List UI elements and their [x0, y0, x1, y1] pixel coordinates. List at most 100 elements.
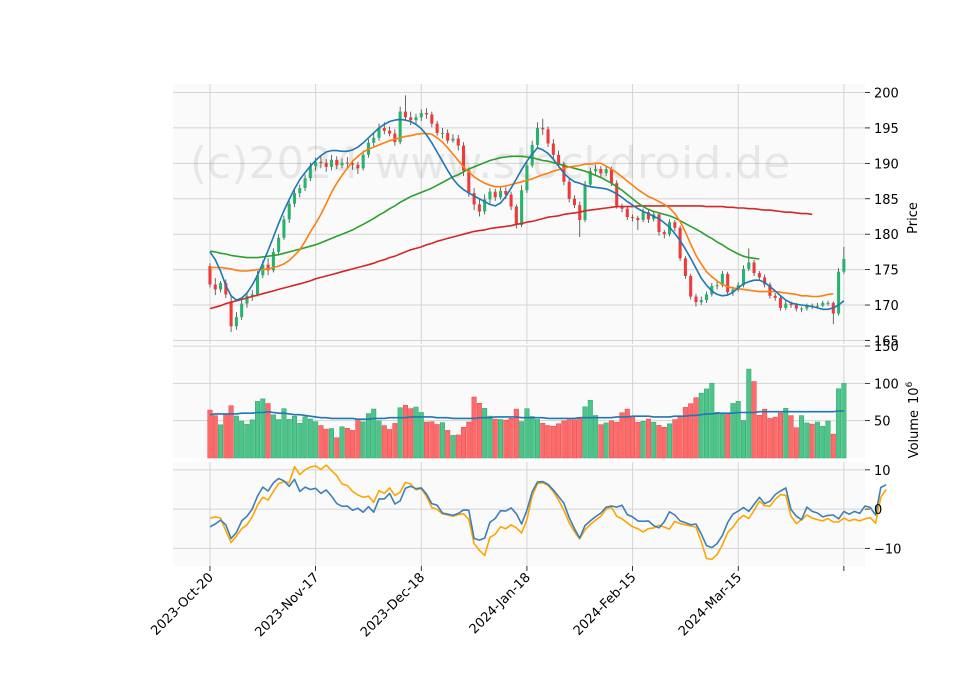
- volume-moving-average: [209, 410, 844, 421]
- candle-down: [673, 222, 677, 228]
- volume-bar-down: [645, 418, 651, 459]
- candle-up: [282, 219, 286, 238]
- candle-down: [773, 295, 777, 298]
- candle-down: [636, 217, 640, 221]
- candle-up: [483, 199, 487, 212]
- volume-bar-down: [424, 421, 430, 459]
- oscillator-blue-line: [209, 477, 887, 549]
- candle-down: [229, 301, 233, 327]
- candle-down: [493, 191, 497, 198]
- price-tick-label: 180: [874, 228, 899, 243]
- candle-up: [277, 237, 281, 252]
- volume-bar-up: [825, 420, 831, 459]
- candle-down: [683, 258, 687, 276]
- volume-bar-down: [387, 429, 393, 459]
- volume-bar-down: [672, 419, 678, 459]
- volume-bar-down: [455, 434, 461, 459]
- candle-down: [266, 264, 270, 271]
- volume-bar-up: [376, 420, 382, 459]
- ma-orange-line: [210, 132, 834, 298]
- volume-bar-up: [730, 403, 736, 459]
- candle-up: [715, 285, 719, 287]
- volume-bar-up: [814, 421, 820, 459]
- candle-up: [398, 111, 402, 143]
- watermark: (c)2024 www.stockdroid.de: [190, 138, 790, 189]
- oscillator-tick-label: −10: [874, 542, 901, 557]
- volume-bar-up: [783, 408, 789, 459]
- candle-down: [356, 164, 360, 169]
- volume-bar-up: [603, 422, 609, 459]
- volume-bar-up: [371, 408, 377, 459]
- volume-bar-down: [751, 381, 757, 459]
- candle-up: [747, 262, 751, 269]
- volume-bar-up: [255, 401, 261, 459]
- candle-up: [219, 283, 223, 290]
- volume-bar-up: [841, 383, 847, 459]
- volume-bar-down: [265, 403, 271, 459]
- volume-bar-down: [207, 409, 213, 459]
- candle-down: [557, 154, 561, 165]
- candle-down: [768, 284, 772, 296]
- volume-bar-up: [593, 415, 599, 459]
- volume-bar-up: [397, 407, 403, 459]
- price-tick-label: 200: [874, 87, 899, 102]
- volume-bar-down: [756, 415, 762, 459]
- price-axis: 165 170 175 180 185 190 195 200: [865, 87, 899, 349]
- volume-bar-down: [725, 414, 731, 459]
- volume-bar-up: [328, 428, 334, 459]
- candle-up: [815, 305, 819, 307]
- date-tick-label: 2023-Nov-17: [252, 570, 322, 640]
- volume-bar-up: [746, 368, 752, 459]
- candle-down: [324, 162, 328, 167]
- volume-bar-up: [297, 422, 303, 459]
- candle-up: [414, 117, 418, 121]
- volume-bar-down: [577, 417, 583, 459]
- candle-up: [419, 113, 423, 118]
- volume-bar-up: [292, 415, 297, 459]
- date-tick-label: 2023-Oct-20: [148, 570, 216, 638]
- volume-bar-down: [772, 416, 778, 459]
- volume-bar-up: [439, 422, 445, 459]
- price-tick-label: 170: [874, 299, 899, 314]
- candle-down: [504, 190, 508, 195]
- volume-bar-up: [270, 414, 276, 459]
- date-tick-label: 2024-Feb-15: [571, 570, 640, 639]
- volume-ma-line: [209, 410, 844, 421]
- candle-up: [488, 191, 492, 200]
- volume-bar-down: [503, 419, 509, 459]
- volume-bar-up: [667, 423, 673, 459]
- candle-down: [403, 111, 407, 118]
- candle-down: [609, 169, 613, 184]
- candle-up: [520, 190, 524, 225]
- candle-up: [641, 212, 645, 221]
- volume-bar-up: [286, 419, 292, 459]
- candle-up: [699, 300, 703, 303]
- volume-bar-down: [466, 421, 472, 459]
- volume-bar-up: [281, 408, 287, 459]
- volume-bar-down: [630, 416, 636, 459]
- volume-bar-down: [402, 405, 408, 459]
- candle-down: [319, 161, 323, 163]
- volume-bar-down: [561, 420, 567, 459]
- candle-down: [446, 132, 450, 141]
- candle-up: [731, 289, 735, 293]
- oscillator-lines: [209, 464, 887, 561]
- candle-down: [467, 170, 471, 194]
- volume-bar-down: [434, 424, 440, 459]
- volume-bar-up: [276, 419, 282, 459]
- candle-up: [240, 303, 244, 318]
- oscillator-tick-label: 0: [874, 503, 882, 518]
- volume-bar-down: [635, 422, 641, 459]
- volume-bar-down: [767, 418, 773, 459]
- candle-down: [509, 194, 513, 207]
- ma-green-line: [209, 155, 760, 260]
- candle-up: [250, 294, 254, 296]
- candle-down: [778, 297, 783, 308]
- volume-bar-up: [735, 401, 741, 459]
- candle-down: [572, 198, 576, 206]
- candle-up: [800, 308, 804, 310]
- volume-bar-up: [339, 426, 345, 459]
- volume-axis: 50 100 150: [865, 340, 899, 430]
- candle-up: [340, 162, 344, 166]
- volume-bar-down: [656, 425, 662, 459]
